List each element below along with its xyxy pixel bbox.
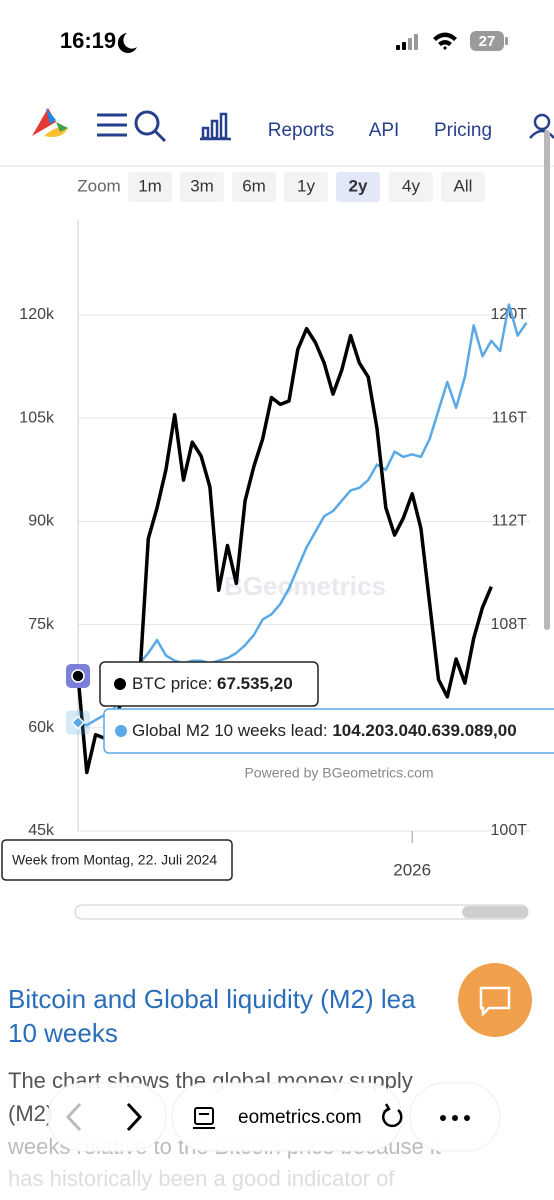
range-scrollbar[interactable]: [74, 904, 529, 920]
reader-icon: [193, 1107, 215, 1129]
y2-tick-label: 100T: [491, 822, 528, 839]
hover-point: [70, 715, 86, 730]
zoom-button-label: 6m: [242, 176, 266, 195]
zoom-button[interactable]: [336, 172, 380, 202]
article-text-line: (M2): [8, 1101, 53, 1126]
reload-button[interactable]: [382, 1103, 403, 1128]
zoom-button-label: 3m: [190, 176, 214, 195]
zoom-button-label: 2y: [349, 176, 368, 195]
zoom-button[interactable]: [232, 172, 276, 202]
series-line: [77, 303, 528, 727]
date-tooltip-box: [1, 839, 233, 881]
nav-pill: [47, 1082, 167, 1152]
article-text-line: has historically been a good indicator o…: [8, 1166, 395, 1191]
battery-tip: [505, 37, 508, 45]
nav-link[interactable]: Reports: [268, 120, 335, 141]
url-text: eometrics.com: [238, 1107, 362, 1128]
menu-icon[interactable]: [97, 113, 127, 137]
article-title-line: 10 weeks: [8, 1018, 118, 1048]
tooltip-box: [103, 708, 554, 754]
x-tick-label: 2026: [393, 860, 431, 879]
user-icon[interactable]: [529, 113, 554, 139]
battery-icon: [470, 31, 504, 51]
article-title-line: Bitcoin and Global liquidity (M2) lea: [8, 984, 416, 1014]
header-divider: [0, 165, 554, 167]
series-line: [76, 326, 493, 775]
back-button[interactable]: [65, 1102, 82, 1132]
nav-link[interactable]: Pricing: [434, 120, 492, 141]
tooltip-dot: [115, 725, 127, 737]
signal-icon: [396, 34, 418, 50]
tooltip-part: 67.535,20: [217, 674, 293, 693]
more-icon: [440, 1115, 470, 1121]
zoom-label: Zoom: [77, 176, 120, 195]
moon-icon: [117, 33, 137, 53]
zoom-button[interactable]: [128, 172, 172, 202]
nav-link[interactable]: API: [369, 120, 400, 141]
tooltip-part: 104.203.040.639.089,00: [332, 721, 516, 740]
wifi-icon: [433, 32, 457, 50]
chart-credit: Powered by BGeometrics.com: [244, 765, 433, 781]
y2-tick-label: 116T: [492, 409, 528, 426]
tooltip-text: Global M2 10 weeks lead: 104.203.040.639…: [132, 721, 517, 740]
forward-button[interactable]: [126, 1102, 143, 1132]
site-logo[interactable]: [32, 108, 68, 137]
page-scrollbar: [544, 130, 550, 630]
tooltip-text: BTC price: 67.535,20: [132, 674, 293, 693]
article-bg: [0, 940, 554, 1200]
date-tooltip-text: Week from Montag, 22. Juli 2024: [12, 852, 217, 868]
chat-button[interactable]: [458, 963, 532, 1037]
watermark: BGeometrics: [224, 571, 386, 601]
zoom-button[interactable]: [441, 172, 485, 202]
y-tick-label: 120k: [19, 306, 55, 323]
y2-tick-label: 112T: [492, 513, 528, 530]
zoom-buttons: 1m 3m 6m 1y 2y 4y All: [128, 172, 485, 202]
zoom-button-label: 1y: [297, 176, 315, 195]
nav-items: Reports API Pricing: [268, 120, 492, 141]
zoom-button-label: 4y: [402, 176, 420, 195]
tooltip-box: [99, 661, 319, 707]
status-time: 16:19: [60, 28, 116, 53]
tooltip-part: BTC price:: [132, 674, 212, 693]
chart-icon[interactable]: [200, 112, 231, 141]
zoom-button[interactable]: [180, 172, 224, 202]
zoom-button-label: All: [454, 176, 473, 195]
hover-point: [71, 669, 85, 683]
y-tick-label: 105k: [19, 409, 55, 426]
y-tick-label: 90k: [28, 513, 55, 530]
y-tick-label: 45k: [28, 822, 55, 839]
search-icon[interactable]: [134, 110, 167, 143]
y-tick-label: 75k: [28, 616, 55, 633]
chart: BGeometrics 45k 60k 75k 90k 105k 120k 100T 108T 1…: [1, 220, 554, 881]
battery-level: 27: [479, 33, 496, 50]
tooltip-part: Global M2 10 weeks lead:: [132, 721, 328, 740]
y2-tick-label: 108T: [491, 616, 528, 633]
zoom-button[interactable]: [284, 172, 328, 202]
chat-icon: [479, 986, 511, 1018]
zoom-button-label: 1m: [138, 176, 162, 195]
y-tick-label: 60k: [28, 719, 55, 736]
tooltip-dot: [114, 678, 126, 690]
y2-tick-label: 120T: [491, 306, 528, 323]
zoom-button[interactable]: [389, 172, 433, 202]
range-thumb[interactable]: [462, 906, 528, 918]
